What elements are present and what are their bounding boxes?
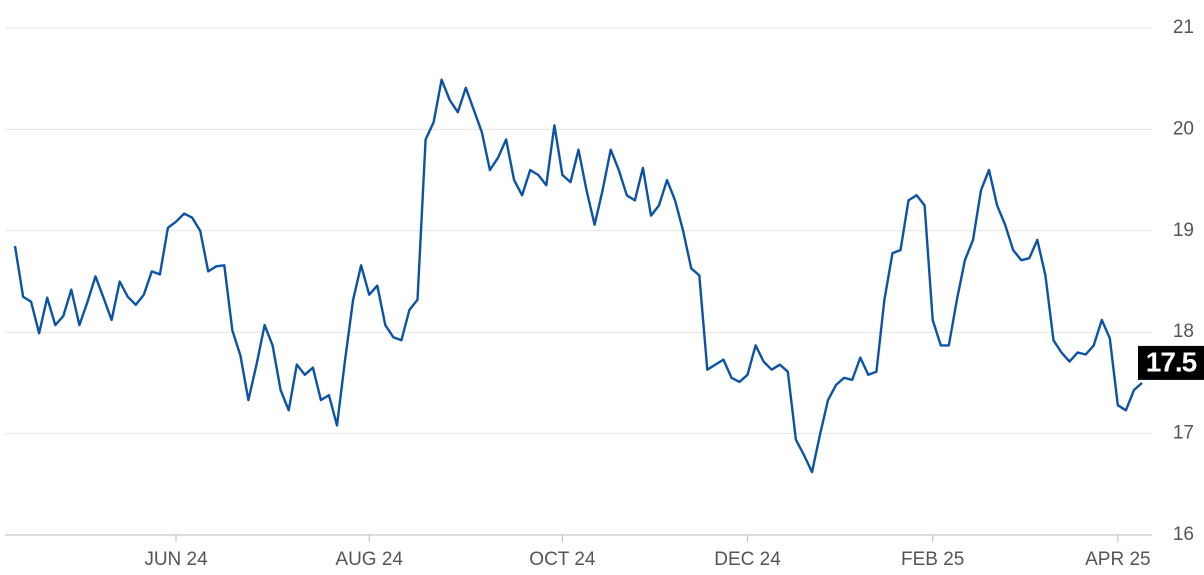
x-tick-label: DEC 24 bbox=[714, 549, 781, 570]
x-tick-label: FEB 25 bbox=[901, 549, 964, 570]
y-tick-label: 20 bbox=[1173, 118, 1194, 139]
price-line bbox=[13, 78, 1143, 474]
y-tick-label: 21 bbox=[1173, 17, 1194, 38]
y-tick-label: 18 bbox=[1173, 321, 1194, 342]
y-tick-label: 16 bbox=[1173, 524, 1194, 545]
last-value-badge bbox=[1138, 345, 1204, 380]
x-tick-label: JUN 24 bbox=[144, 549, 208, 570]
x-tick-label: APR 25 bbox=[1085, 549, 1150, 570]
y-tick-label: 19 bbox=[1173, 220, 1194, 241]
x-tick-label: OCT 24 bbox=[529, 549, 596, 570]
last-value-label: 17.5 bbox=[1146, 346, 1197, 377]
y-tick-label: 17 bbox=[1173, 423, 1194, 444]
x-tick-label: AUG 24 bbox=[335, 549, 403, 570]
